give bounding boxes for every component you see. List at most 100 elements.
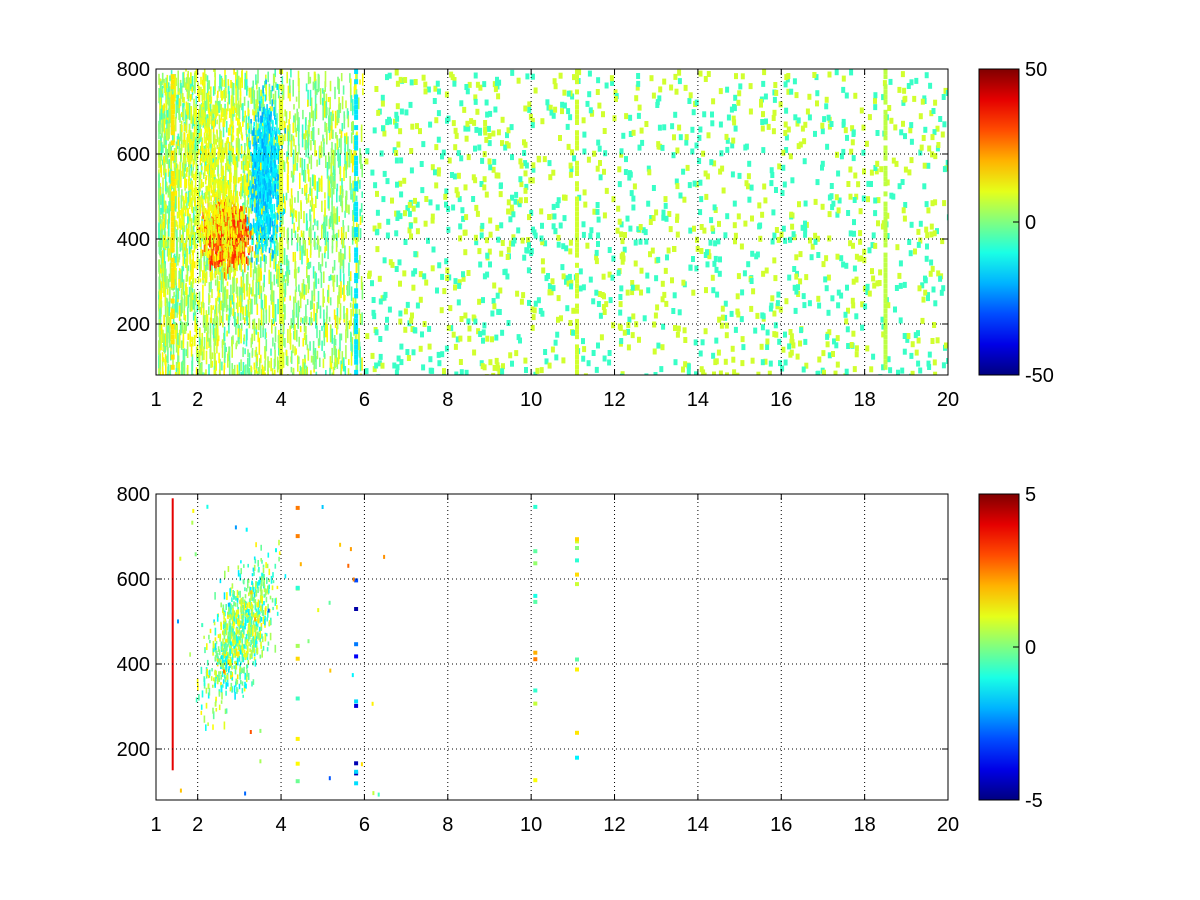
heatmap-cell (174, 303, 176, 318)
heatmap-cell (858, 230, 863, 237)
heatmap-cell (316, 88, 318, 95)
heatmap-cell (700, 339, 705, 346)
heatmap-cell (242, 103, 244, 122)
heatmap-cell (203, 252, 205, 266)
heatmap-cell (423, 88, 428, 95)
heatmap-cell (418, 271, 423, 278)
heatmap-cell (912, 95, 917, 102)
heatmap-cell (556, 234, 561, 241)
heatmap-cell (776, 236, 781, 243)
heatmap-cell (282, 332, 284, 347)
heatmap-cell (228, 155, 230, 171)
heatmap-cell (750, 250, 755, 257)
heatmap-cell (427, 325, 432, 332)
heatmap-cell (178, 277, 180, 291)
heatmap-cell (620, 238, 625, 245)
heatmap-cell (407, 201, 412, 208)
heatmap-cell (219, 239, 222, 244)
heatmap-cell (792, 78, 797, 85)
heatmap-cell (200, 250, 202, 269)
heatmap-cell (190, 290, 193, 308)
heatmap-cell (204, 274, 206, 287)
heatmap-cell (665, 254, 669, 261)
heatmap-cell (774, 227, 779, 233)
heatmap-cell (526, 237, 531, 244)
heatmap-cell (209, 152, 212, 160)
heatmap-cell (687, 182, 692, 189)
heatmap-cell (260, 115, 262, 126)
heatmap-cell (314, 108, 316, 122)
heatmap-cell (531, 314, 536, 321)
heatmap-cell (164, 83, 166, 93)
heatmap-cell (942, 166, 947, 173)
heatmap-cell (582, 148, 587, 155)
heatmap-cell (755, 251, 760, 258)
heatmap-cell (187, 144, 190, 151)
heatmap-cell (666, 247, 671, 254)
heatmap-cell (329, 96, 331, 110)
heatmap-cell (192, 373, 194, 375)
heatmap-cell (354, 143, 357, 160)
heatmap-cell (175, 268, 177, 286)
heatmap-cell (381, 125, 385, 132)
heatmap-cell (733, 326, 738, 333)
heatmap-cell (231, 363, 233, 375)
heatmap-cell (607, 350, 612, 356)
heatmap-cell (248, 283, 251, 294)
heatmap-cell (238, 251, 241, 257)
heatmap-cell (326, 231, 329, 242)
heatmap-cell (850, 125, 855, 132)
heatmap-cell (577, 194, 582, 201)
heatmap-cell (249, 298, 252, 305)
heatmap-cell (900, 179, 905, 185)
heatmap-cell (595, 202, 600, 208)
heatmap-cell (780, 365, 785, 372)
heatmap-cell (793, 307, 798, 314)
heatmap-cell (660, 280, 665, 287)
heatmap-cell (279, 210, 282, 221)
heatmap-cell (873, 97, 877, 104)
heatmap-cell (250, 87, 252, 104)
heatmap-cell (217, 257, 219, 268)
heatmap-cell (175, 256, 177, 267)
heatmap-cell (395, 80, 400, 87)
heatmap-cell (694, 265, 699, 272)
heatmap-cell (827, 194, 832, 201)
heatmap-cell (568, 248, 573, 255)
heatmap-cell (338, 317, 341, 325)
heatmap-cell (200, 340, 202, 356)
heatmap-cell (187, 70, 189, 85)
heatmap-cell (222, 266, 225, 281)
heatmap-cell (246, 310, 248, 326)
heatmap-cell (175, 144, 178, 163)
heatmap-cell (909, 138, 914, 145)
heatmap-cell (916, 337, 921, 344)
heatmap-cell (886, 356, 891, 363)
heatmap-cell (228, 346, 230, 356)
heatmap-cell (488, 231, 493, 238)
heatmap-cell (167, 248, 170, 262)
heatmap-cell (183, 291, 186, 308)
heatmap-cell (772, 310, 777, 317)
heatmap-cell (235, 72, 237, 89)
heatmap-cell (336, 109, 339, 123)
heatmap-cell (413, 217, 418, 224)
heatmap-cell (251, 348, 254, 356)
heatmap-cell (209, 260, 211, 271)
heatmap-cell (621, 255, 626, 262)
heatmap-cell (238, 222, 241, 230)
heatmap-cell (494, 82, 499, 89)
heatmap-cell (724, 322, 729, 329)
heatmap-cell (582, 189, 587, 196)
heatmap-cell (705, 173, 710, 180)
heatmap-cell (484, 191, 489, 198)
heatmap-cell (274, 326, 277, 342)
heatmap-cell (789, 211, 794, 218)
heatmap-cell (174, 87, 176, 102)
heatmap-cell (314, 140, 316, 157)
heatmap-cell (226, 304, 229, 311)
heatmap-cell (631, 204, 636, 211)
heatmap-cell (339, 153, 341, 169)
heatmap-cell (495, 224, 500, 231)
heatmap-cell (946, 214, 948, 221)
